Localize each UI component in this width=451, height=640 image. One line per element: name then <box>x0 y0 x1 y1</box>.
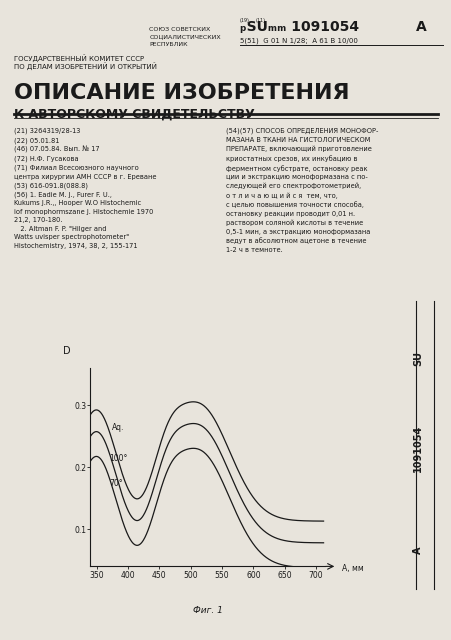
Text: К АВТОРСКОМУ СВИДЕТЕЛЬСТВУ: К АВТОРСКОМУ СВИДЕТЕЛЬСТВУ <box>14 108 254 120</box>
Text: SU: SU <box>412 351 422 366</box>
Text: A: A <box>412 547 422 554</box>
Text: A, мм: A, мм <box>341 564 363 573</box>
Text: РЕСПУБЛИК: РЕСПУБЛИК <box>149 42 187 47</box>
Text: ПО ДЕЛАМ ИЗОБРЕТЕНИЙ И ОТКРЫТИЙ: ПО ДЕЛАМ ИЗОБРЕТЕНИЙ И ОТКРЫТИЙ <box>14 62 156 70</box>
Text: (11): (11) <box>255 18 265 23</box>
Text: 5(51)  G 01 N 1/28;  A 61 B 10/00: 5(51) G 01 N 1/28; A 61 B 10/00 <box>239 37 357 44</box>
Text: (54)(57) СПОСОБ ОПРЕДЕЛЕНИЯ МОНОФОР-
МАЗАНА В ТКАНИ НА ГИСТОЛОГИЧЕСКОМ
ПРЕПАРАТЕ: (54)(57) СПОСОБ ОПРЕДЕЛЕНИЯ МОНОФОР- МАЗ… <box>226 128 377 253</box>
Text: ₚSUₘₘ 1091054: ₚSUₘₘ 1091054 <box>239 20 358 35</box>
Text: (19): (19) <box>239 18 249 23</box>
Text: ГОСУДАРСТВЕННЫЙ КОМИТЕТ СССР: ГОСУДАРСТВЕННЫЙ КОМИТЕТ СССР <box>14 54 143 62</box>
Text: 100°: 100° <box>109 454 128 463</box>
Text: ОПИСАНИЕ ИЗОБРЕТЕНИЯ: ОПИСАНИЕ ИЗОБРЕТЕНИЯ <box>14 83 348 103</box>
Text: 70°: 70° <box>109 479 123 488</box>
Text: СОЮЗ СОВЕТСКИХ: СОЮЗ СОВЕТСКИХ <box>149 27 210 32</box>
Text: Aq.: Aq. <box>112 423 124 432</box>
Text: A: A <box>415 20 426 35</box>
Text: Фиг. 1: Фиг. 1 <box>193 606 222 615</box>
Text: 1091054: 1091054 <box>412 424 422 472</box>
Text: D: D <box>63 346 70 356</box>
Text: СОЦИАЛИСТИЧЕСКИХ: СОЦИАЛИСТИЧЕСКИХ <box>149 35 220 40</box>
Text: (21) 3264319/28-13
(22) 05.01.81
(46) 07.05.84. Вып. № 17
(72) Н.Ф. Гусакова
(71: (21) 3264319/28-13 (22) 05.01.81 (46) 07… <box>14 128 156 249</box>
